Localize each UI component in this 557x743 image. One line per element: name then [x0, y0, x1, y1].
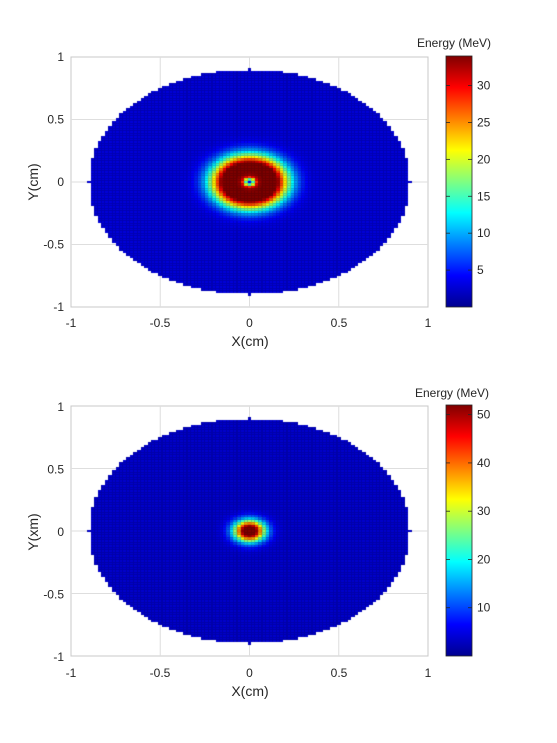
colorbar-ticks-1: 30 25 20 15 10 5 — [446, 79, 491, 277]
x-tick-labels-2: -1 -0.5 0 0.5 1 — [66, 666, 432, 680]
colorbar-tick-label: 50 — [477, 408, 491, 422]
colorbar-title-1: Energy (MeV) — [417, 36, 491, 50]
panel-2: -1 -0.5 0 0.5 1 1 0.5 0 -0.5 -1 X(cm) Y(… — [25, 386, 491, 699]
x-axis-label-1: X(cm) — [231, 333, 268, 349]
colorbar-tick-label: 30 — [477, 504, 491, 518]
colorbar-title-2: Energy (MeV) — [415, 386, 489, 400]
y-tick-label: -1 — [53, 650, 64, 664]
y-tick-labels-2: 1 0.5 0 -0.5 -1 — [43, 400, 64, 664]
x-tick-label: 0 — [246, 316, 253, 330]
y-tick-label: 0 — [57, 175, 64, 189]
y-tick-label: -0.5 — [43, 588, 64, 602]
colorbar-1 — [445, 55, 473, 308]
colorbar-tick-label: 25 — [477, 115, 491, 129]
y-axis-label-2: Y(xm) — [25, 513, 41, 550]
x-axis-label-2: X(cm) — [231, 683, 268, 699]
colorbar-tick-label: 5 — [477, 263, 484, 277]
y-tick-label: 0.5 — [47, 463, 64, 477]
x-tick-label: 0.5 — [331, 316, 348, 330]
x-tick-label: 1 — [425, 316, 432, 330]
y-axis-label-1: Y(cm) — [25, 163, 41, 200]
x-tick-label: -1 — [66, 666, 77, 680]
x-tick-labels-1: -1 -0.5 0 0.5 1 — [66, 316, 432, 330]
colorbar-tick-label: 20 — [477, 152, 491, 166]
colorbar-2 — [445, 404, 473, 657]
panel-1: -1 -0.5 0 0.5 1 1 0.5 0 -0.5 -1 X(cm) Y(… — [25, 36, 491, 349]
y-tick-label: 1 — [57, 50, 64, 64]
x-tick-label: 0.5 — [331, 666, 348, 680]
colorbar-tick-label: 15 — [477, 189, 491, 203]
colorbar-tick-label: 30 — [477, 79, 491, 93]
colorbar-tick-label: 40 — [477, 456, 491, 470]
colorbar-tick-label: 10 — [477, 226, 491, 240]
colorbar-tick-label: 20 — [477, 552, 491, 566]
colorbar-tick-label: 10 — [477, 601, 491, 615]
colorbar-ticks-2: 50 40 30 20 10 — [446, 408, 491, 615]
y-tick-labels-1: 1 0.5 0 -0.5 -1 — [43, 50, 64, 314]
x-tick-label: -1 — [66, 316, 77, 330]
x-tick-label: 1 — [425, 666, 432, 680]
y-tick-label: 1 — [57, 400, 64, 414]
y-tick-label: -0.5 — [43, 238, 64, 252]
y-tick-label: -1 — [53, 300, 64, 314]
x-tick-label: -0.5 — [150, 666, 171, 680]
y-tick-label: 0 — [57, 525, 64, 539]
heatmap-image-1 — [71, 57, 428, 307]
x-tick-label: -0.5 — [150, 316, 171, 330]
y-tick-label: 0.5 — [47, 113, 64, 127]
x-tick-label: 0 — [246, 666, 253, 680]
heatmap-image-2 — [71, 406, 428, 656]
